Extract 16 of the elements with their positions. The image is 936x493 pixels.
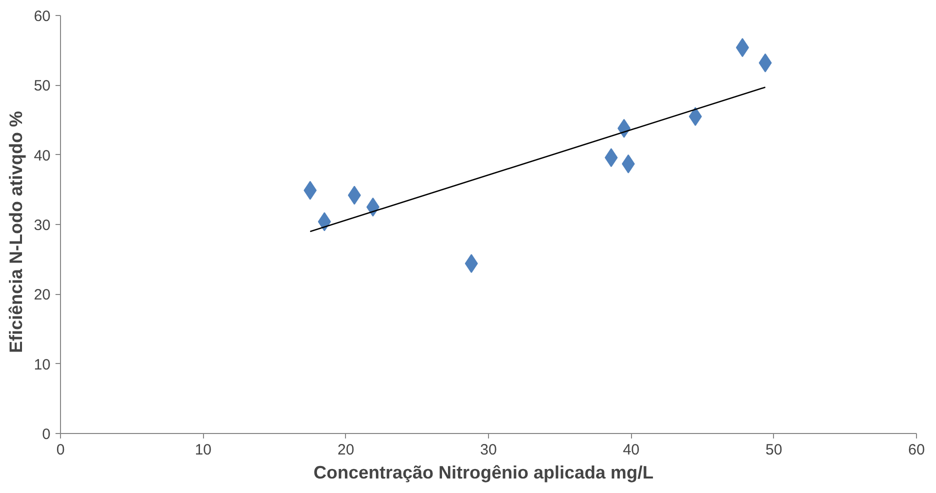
x-tick-label: 10	[194, 442, 212, 458]
y-tick-label: 60	[34, 8, 51, 25]
x-axis-title: Concentração Nitrogênio aplicada mg/L	[313, 462, 654, 482]
x-tick-label: 30	[480, 442, 497, 458]
x-tick-label: 20	[337, 442, 354, 458]
x-tick-label: 60	[908, 442, 925, 458]
y-tick-label: 20	[34, 286, 51, 304]
x-tick-label: 40	[622, 442, 640, 458]
y-tick-label: 0	[42, 426, 50, 443]
y-tick-label: 50	[34, 78, 51, 95]
y-tick-label: 40	[34, 147, 51, 164]
x-tick-label: 50	[765, 442, 782, 458]
y-tick-label: 30	[34, 217, 51, 234]
x-tick-label: 0	[56, 442, 65, 458]
y-tick-label: 10	[34, 356, 51, 374]
y-axis-title: Eficiência N-Lodo ativqdo %	[6, 110, 26, 354]
